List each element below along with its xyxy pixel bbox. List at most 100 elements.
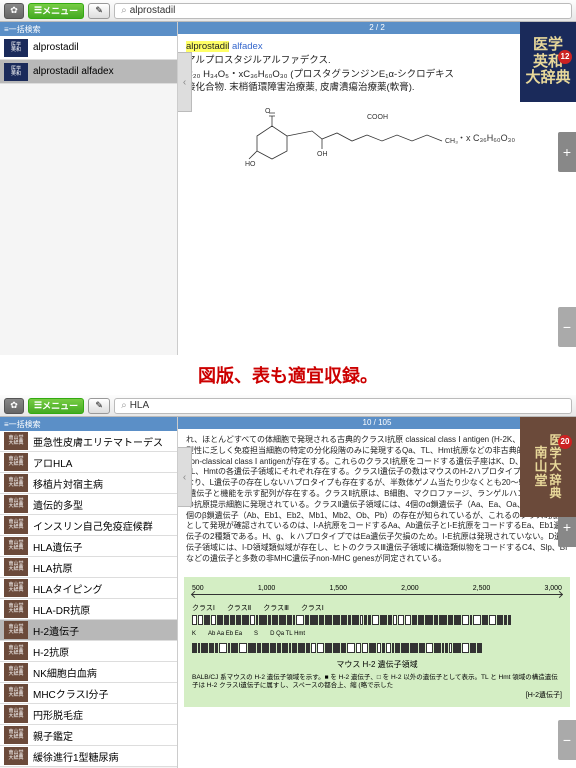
dict-icon: 南山堂大辞典 (4, 705, 28, 723)
diagram-note: BALB/CJ 系マウスの H-2 遺伝子領域を示す。■ を H-2 遺伝子、□… (192, 674, 562, 691)
class-labels: クラスⅠクラスⅡクラスⅢクラスⅠ (192, 603, 562, 613)
sidebar: ≡ 一括検索 南山堂大辞典亜急性皮膚エリテマトーデス南山堂大辞典アロHLA南山堂… (0, 417, 178, 768)
list-item[interactable]: 南山堂大辞典亜急性皮膚エリテマトーデス (0, 431, 177, 452)
dict-icon: 南山堂大辞典 (4, 747, 28, 765)
chemical-structure: HO OH O CH₃ COOH ・x C₃₆H₆₀O₃₀ (186, 101, 568, 181)
item-label: H-2遺伝子 (33, 623, 79, 638)
chem-label: ・x C₃₆H₆₀O₃₀ (457, 133, 515, 143)
definition-line2: 接化合物. 末梢循環障害治療薬, 皮膚潰瘍治療薬(軟膏). (186, 81, 568, 95)
item-label: インスリン自己免疫症候群 (33, 518, 153, 533)
item-label: H-2抗原 (33, 644, 69, 659)
list-item[interactable]: 南山堂大辞典インスリン自己免疫症候群 (0, 515, 177, 536)
svg-text:COOH: COOH (367, 114, 388, 121)
svg-text:O: O (265, 108, 271, 115)
dict-icon: 南山堂大辞典 (4, 474, 28, 492)
list-item[interactable]: 医学英和alprostadil alfadex (0, 60, 177, 84)
item-label: HLA抗原 (33, 560, 72, 575)
prev-button[interactable]: ‹ (178, 447, 192, 507)
sidebar: ≡ 一括検索 医学英和 alprostadil 医学英和alprostadil al… (0, 22, 178, 355)
top-panel: ✿ ☰メニュー ✎ alprostadil ≡ 一括検索 医学英和alprost… (0, 0, 576, 355)
headword: alprostadil (186, 41, 229, 52)
list-item[interactable]: 南山堂大辞典HLA遺伝子 (0, 536, 177, 557)
item-label: 円形脱毛症 (33, 707, 83, 722)
list-item[interactable]: 南山堂大辞典 HLA-DR抗原 (0, 599, 177, 620)
dictionary-brand: 南山堂 医学大辞典 20 (520, 417, 576, 517)
dict-icon: 南山堂大辞典 (4, 642, 28, 660)
article-pane: 2 / 2 alprostadil alfadex アルプロスタジルアルファデク… (178, 22, 576, 355)
edition-badge: 12 (558, 50, 572, 64)
result-counter: 10 / 105 (178, 417, 576, 429)
reading: アルプロスタジルアルファデクス. (186, 54, 568, 68)
article-body: alprostadil alfadex アルプロスタジルアルファデクス. C₂₀… (178, 34, 576, 193)
item-label: MHCクラスⅠ分子 (33, 686, 109, 701)
side-tab[interactable]: ≡ 一括検索 (0, 22, 177, 36)
dict-icon: 南山堂大辞典 (4, 600, 28, 618)
list-item[interactable]: 南山堂大辞典NK細胞白血病 (0, 662, 177, 683)
search-value: alprostadil (130, 5, 176, 16)
search-value: HLA (130, 400, 149, 411)
list-item[interactable]: 南山堂大辞典緩徐進行1型糖尿病 (0, 746, 177, 767)
gene-bars (192, 615, 562, 625)
gene-bars-2 (192, 643, 562, 653)
scale-line (192, 594, 562, 595)
menu-button[interactable]: ☰メニュー (28, 3, 84, 19)
article-body: れ、ほとんどすべての体細胞で発現される古典的クラスⅠ抗原 classical c… (178, 429, 576, 571)
dict-icon: 南山堂大辞典 (4, 663, 28, 681)
list-item[interactable]: 南山堂大辞典 HLAタイピング (0, 578, 177, 599)
list-item[interactable]: 南山堂大辞典アロHLA (0, 452, 177, 473)
side-tab[interactable]: ≡ 一括検索 (0, 417, 177, 431)
list-item[interactable]: 南山堂大辞典親子鑑定 (0, 725, 177, 746)
prev-button[interactable]: ‹ (178, 52, 192, 112)
item-label: alprostadil alfadex (33, 66, 114, 77)
item-label: 遺伝的多型 (33, 497, 83, 512)
item-label: HLA-DR抗原 (33, 602, 90, 617)
item-label: alprostadil (33, 42, 79, 53)
dict-icon: 南山堂大辞典 (4, 495, 28, 513)
dict-icon: 南山堂大辞典 (4, 726, 28, 744)
list-item[interactable]: 南山堂大辞典移植片対宿主病 (0, 473, 177, 494)
search-input[interactable]: alprostadil (114, 3, 572, 19)
result-list: 南山堂大辞典亜急性皮膚エリテマトーデス南山堂大辞典アロHLA南山堂大辞典移植片対… (0, 431, 177, 768)
settings-button[interactable]: ✿ (4, 3, 24, 19)
item-label: 移植片対宿主病 (33, 476, 103, 491)
side-tab-label: 一括検索 (9, 24, 41, 35)
definition-line1: C₂₀ H₃₄O₅・xC₃₆H₆₀O₃₀ (プロスタグランジンE₁α-シクロデキ… (186, 68, 568, 82)
edit-button[interactable]: ✎ (88, 3, 110, 19)
content-area: ≡ 一括検索 医学英和 alprostadil 医学英和alprostadil al… (0, 22, 576, 355)
edit-button[interactable]: ✎ (88, 398, 110, 414)
list-item[interactable]: 南山堂大辞典 MHCクラスⅠ分子 (0, 683, 177, 704)
menu-button[interactable]: ☰メニュー (28, 398, 84, 414)
list-item[interactable]: 医学英和 alprostadil (0, 36, 177, 60)
expand-button[interactable]: + (558, 132, 576, 172)
list-item[interactable]: 南山堂大辞典H-2遺伝子 (0, 620, 177, 641)
menu-label: メニュー (42, 399, 78, 412)
dict-icon: 南山堂大辞典 (4, 684, 28, 702)
search-input[interactable]: HLA (114, 398, 572, 414)
svg-text:OH: OH (317, 151, 328, 158)
side-tab-label: 一括検索 (9, 419, 41, 430)
collapse-button[interactable]: − (558, 720, 576, 760)
list-item[interactable]: 南山堂大辞典円形脱毛症 (0, 704, 177, 725)
dict-icon: 医学英和 (4, 39, 28, 57)
list-item[interactable]: 南山堂大辞典 H-2抗原 (0, 641, 177, 662)
diagram-ref: [H-2遺伝子] (192, 690, 562, 700)
feature-banner: 図版、表も適宜収録。 (0, 355, 576, 395)
settings-button[interactable]: ✿ (4, 398, 24, 414)
item-label: 親子鑑定 (33, 728, 73, 743)
collapse-button[interactable]: − (558, 307, 576, 347)
item-label: 緩徐進行1型糖尿病 (33, 749, 119, 764)
result-list: 医学英和 alprostadil 医学英和alprostadil alfadex (0, 36, 177, 355)
svg-text:HO: HO (245, 161, 256, 168)
list-item[interactable]: 南山堂大辞典 HLA抗原 (0, 557, 177, 578)
list-item[interactable]: 南山堂大辞典遺伝的多型 (0, 494, 177, 515)
dict-icon: 南山堂大辞典 (4, 558, 28, 576)
headword-2: alfadex (232, 41, 263, 52)
gene-diagram: 5001,0001,5002,0002,5003,000 クラスⅠクラスⅡクラス… (184, 577, 570, 707)
dict-icon: 南山堂大辞典 (4, 453, 28, 471)
item-label: HLAタイピング (33, 581, 102, 596)
dict-icon: 南山堂大辞典 (4, 579, 28, 597)
bottom-panel: ✿ ☰メニュー ✎ HLA ≡ 一括検索 南山堂大辞典亜急性皮膚エリテマトーデス… (0, 395, 576, 768)
item-label: アロHLA (33, 455, 72, 470)
item-label: HLA遺伝子 (33, 539, 82, 554)
scale-row: 5001,0001,5002,0002,5003,000 (192, 585, 562, 592)
